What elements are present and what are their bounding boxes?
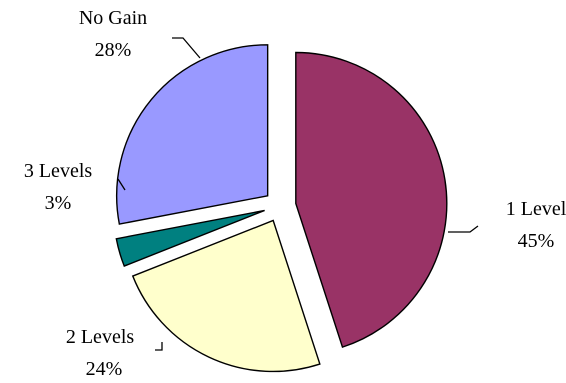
percent-3-levels: 3% xyxy=(45,192,72,214)
label-1-level: 1 Level xyxy=(506,198,566,220)
percent-no-gain: 28% xyxy=(95,39,132,61)
leader-line-1-level xyxy=(448,225,479,233)
data-labels: 1 Level 45% 2 Levels 24% 3 Levels 3% No Gain 28… xyxy=(24,7,566,380)
percent-2-levels: 24% xyxy=(86,358,123,380)
slice-2-levels xyxy=(131,219,321,373)
label-no-gain: No Gain xyxy=(79,7,147,29)
leader-lines xyxy=(117,37,479,351)
leader-line-3-levels xyxy=(117,178,126,191)
slice-3-levels xyxy=(115,209,265,267)
leader-line-no-gain xyxy=(172,37,201,59)
slice-no-gain xyxy=(115,44,269,225)
pie-slices xyxy=(115,44,448,373)
slice-1-level xyxy=(295,51,448,348)
label-2-levels: 2 Levels xyxy=(66,326,135,348)
percent-1-level: 45% xyxy=(518,230,555,252)
leader-line-2-levels xyxy=(155,342,163,351)
label-3-levels: 3 Levels xyxy=(24,160,93,182)
